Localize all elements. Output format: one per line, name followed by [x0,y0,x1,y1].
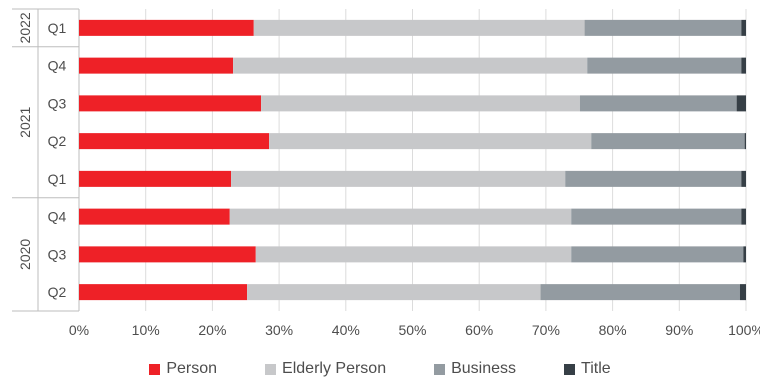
x-tick-label: 10% [132,322,160,338]
bar-segment [79,170,232,187]
category-label: Q1 [48,20,67,36]
x-tick-label: 0% [69,322,89,338]
x-tick-label: 100% [728,322,760,338]
x-tick-label: 60% [465,322,493,338]
legend-item: Business [434,360,516,378]
group-label: 2021 [17,106,33,137]
bar-segment [79,133,270,150]
legend-swatch [434,363,446,375]
legend-label: Business [451,360,517,377]
legend-label: Title [581,360,611,377]
bar-segment [571,208,742,225]
group-label: 2020 [17,239,33,270]
legend-swatch [564,363,576,375]
bar-segment [591,133,745,150]
bar-segment [743,246,746,263]
x-tick-label: 20% [198,322,226,338]
bar-segment [739,284,746,301]
legend-item: Elderly Person [265,360,386,378]
category-label: Q4 [48,209,67,225]
bar-segment [736,95,746,112]
bar-segment [231,170,566,187]
bar-segment [741,19,746,36]
bar-segment [253,19,585,36]
category-label: Q4 [48,58,67,74]
category-label: Q2 [48,133,67,149]
bars [79,19,746,301]
bar-segment [229,208,572,225]
legend-item: Person [149,360,217,378]
bar-segment [79,57,234,74]
legend-swatch [265,363,277,375]
bar-segment [79,246,256,263]
bar-segment [261,95,580,112]
bar-segment [233,57,588,74]
x-tick-label: 50% [398,322,426,338]
group-label: 2022 [17,12,33,43]
x-tick-label: 30% [265,322,293,338]
legend-label: Person [166,360,218,377]
x-tick-label: 70% [532,322,560,338]
x-tick-label: 80% [599,322,627,338]
bar-segment [744,133,746,150]
bar-segment [255,246,572,263]
bar-segment [579,95,737,112]
category-label: Q1 [48,171,67,187]
bar-segment [269,133,592,150]
axis-labels: 0% 10% 20% 30% 40% 50% 60% 70% 80% 90% 100% 2022 Q1 2… [17,12,760,338]
grid-lines [145,9,747,311]
bar-segment [584,19,742,36]
bar-segment [79,95,262,112]
bar-segment [79,19,254,36]
legend-label: Elderly Person [282,360,387,377]
legend: Person Elderly Person Business Title [0,360,760,378]
bar-segment [741,208,746,225]
category-label: Q2 [48,284,67,300]
bar-segment [741,57,746,74]
x-tick-label: 90% [665,322,693,338]
bar-segment [587,57,742,74]
x-tick-label: 40% [332,322,360,338]
bar-segment [540,284,740,301]
category-label: Q3 [48,246,67,262]
bar-segment [741,170,746,187]
bar-segment [571,246,744,263]
bar-segment [247,284,541,301]
bar-segment [565,170,742,187]
bar-segment [79,284,248,301]
legend-swatch [149,363,161,375]
bar-segment [79,208,230,225]
category-label: Q3 [48,95,67,111]
legend-item: Title [564,360,611,378]
